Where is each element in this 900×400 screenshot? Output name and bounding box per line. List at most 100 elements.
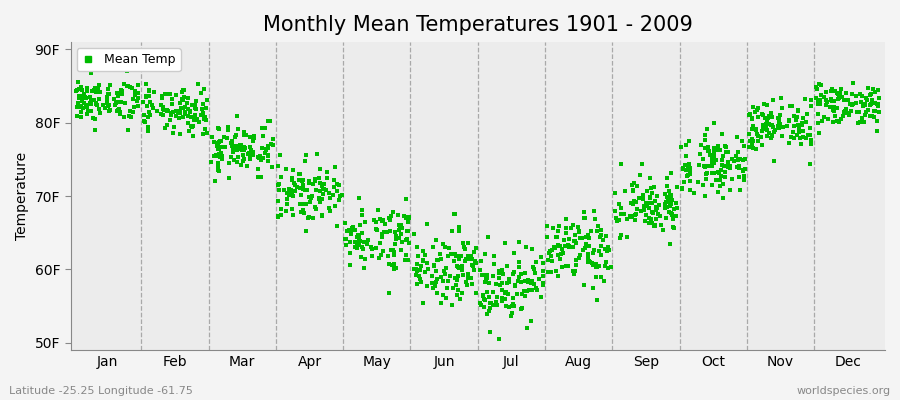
Point <box>373 255 387 262</box>
Point <box>706 120 721 126</box>
Point <box>863 113 878 120</box>
Point <box>486 302 500 309</box>
Point <box>389 264 403 271</box>
Point <box>469 245 483 251</box>
Point <box>629 206 643 212</box>
Point <box>620 234 634 240</box>
Point <box>101 90 115 97</box>
Point <box>84 70 98 76</box>
Point <box>394 246 409 253</box>
Point <box>299 201 313 208</box>
Point <box>209 153 223 159</box>
Point <box>498 290 512 296</box>
Point <box>286 167 301 174</box>
Point <box>88 85 103 91</box>
Point <box>577 209 591 215</box>
Point <box>176 104 191 111</box>
Point <box>526 264 540 270</box>
Point <box>828 88 842 94</box>
Point <box>104 107 118 114</box>
Point <box>813 96 827 103</box>
Point <box>746 122 760 129</box>
Point <box>566 243 580 250</box>
Point <box>308 204 322 210</box>
Point <box>448 253 463 259</box>
Point <box>838 108 852 114</box>
Point <box>224 138 238 144</box>
Point <box>195 110 210 116</box>
Point <box>542 250 556 256</box>
Point <box>229 132 243 139</box>
Point <box>869 101 884 107</box>
Point <box>436 291 451 298</box>
Point <box>840 106 854 112</box>
Point <box>647 222 662 228</box>
Point <box>581 258 596 264</box>
Point <box>483 300 498 306</box>
Point <box>447 257 462 264</box>
Point <box>387 260 401 267</box>
Point <box>231 144 246 151</box>
Point <box>536 273 550 280</box>
Point <box>732 174 746 180</box>
Point <box>187 114 202 120</box>
Point <box>411 273 426 279</box>
Point <box>388 229 402 235</box>
Point <box>271 182 285 188</box>
Point <box>155 94 169 101</box>
Point <box>524 317 538 324</box>
Point <box>443 273 457 279</box>
Point <box>87 116 102 122</box>
Point <box>282 192 296 198</box>
Point <box>734 187 748 193</box>
Point <box>211 142 225 149</box>
Point <box>123 108 138 114</box>
Point <box>72 94 86 101</box>
Point <box>494 280 508 286</box>
Point <box>164 112 178 119</box>
Point <box>225 139 239 145</box>
Point <box>352 242 366 248</box>
Point <box>114 98 129 105</box>
Point <box>221 127 236 133</box>
Point <box>514 305 528 312</box>
Point <box>749 146 763 153</box>
Point <box>251 174 266 180</box>
Point <box>816 94 831 100</box>
Point <box>566 222 580 229</box>
Point <box>306 215 320 221</box>
Point <box>588 216 602 223</box>
Point <box>831 95 845 102</box>
Point <box>467 248 482 255</box>
Point <box>683 167 698 173</box>
Point <box>705 156 719 162</box>
Point <box>768 127 782 133</box>
Point <box>351 236 365 242</box>
Point <box>872 95 886 102</box>
Point <box>480 289 494 295</box>
Point <box>368 244 382 251</box>
Point <box>426 284 440 291</box>
Point <box>175 89 189 96</box>
Point <box>500 280 514 286</box>
Point <box>296 182 310 188</box>
Point <box>590 297 605 303</box>
Point <box>292 170 307 177</box>
Point <box>327 183 341 190</box>
Point <box>346 224 360 230</box>
Point <box>145 101 159 108</box>
Point <box>156 111 170 118</box>
Point <box>71 92 86 99</box>
Point <box>146 105 160 111</box>
Point <box>796 128 811 134</box>
Point <box>499 288 513 295</box>
Point <box>284 191 298 197</box>
Point <box>663 202 678 209</box>
Point <box>111 92 125 98</box>
Point <box>386 248 400 255</box>
Point <box>284 175 299 182</box>
Point <box>690 178 705 185</box>
Point <box>628 212 643 218</box>
Point <box>120 68 134 74</box>
Point <box>293 192 308 198</box>
